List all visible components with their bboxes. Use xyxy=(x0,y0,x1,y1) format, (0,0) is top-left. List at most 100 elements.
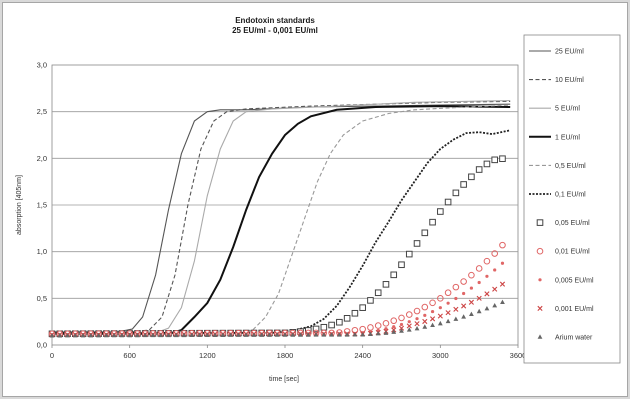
legend-swatch xyxy=(536,219,544,226)
legend-swatch xyxy=(537,305,543,311)
data-point xyxy=(181,332,187,338)
legend-label: 5 EU/ml xyxy=(555,106,580,113)
data-point xyxy=(405,250,413,258)
data-point xyxy=(406,327,412,332)
series-line xyxy=(52,105,511,335)
grid-lines xyxy=(52,111,518,299)
data-point xyxy=(430,322,435,328)
series-layer xyxy=(48,99,511,338)
data-point xyxy=(462,291,466,296)
data-point xyxy=(328,321,335,329)
data-point xyxy=(166,332,171,338)
y-tick-label: 3,0 xyxy=(37,61,47,70)
y-tick-label: 2,5 xyxy=(37,107,47,116)
data-point xyxy=(135,332,140,338)
data-point xyxy=(382,281,390,288)
data-point xyxy=(484,306,490,311)
data-point xyxy=(421,303,429,311)
series-line xyxy=(52,100,511,333)
data-point xyxy=(407,320,411,324)
data-point xyxy=(413,307,421,315)
legend-label: 0,5 EU/ml xyxy=(555,163,586,170)
data-point xyxy=(475,166,483,173)
data-point xyxy=(460,278,467,285)
data-point xyxy=(476,308,482,314)
data-point xyxy=(312,325,320,333)
series-line xyxy=(52,103,511,333)
data-point xyxy=(468,173,475,181)
y-tick-label: 1,5 xyxy=(37,201,47,210)
x-tick-label: 3000 xyxy=(432,351,449,360)
data-point xyxy=(491,250,499,257)
x-tick-label: 2400 xyxy=(354,351,371,360)
data-point xyxy=(414,325,420,331)
data-point xyxy=(423,313,427,317)
data-point xyxy=(119,332,125,338)
series-3 xyxy=(52,105,511,335)
data-point xyxy=(492,303,498,308)
data-point xyxy=(158,332,164,338)
data-point xyxy=(499,281,506,287)
data-point xyxy=(485,274,489,278)
data-point xyxy=(375,331,381,336)
data-point xyxy=(429,299,436,307)
data-point xyxy=(173,332,179,338)
legend: 25 EU/ml 10 EU/ml 5 EU/ml 1 EU/ml 0,5 EU/ml 0… xyxy=(529,49,594,342)
data-point xyxy=(500,299,505,305)
legend-box xyxy=(523,34,621,364)
y-axis-label: absorption [405nm] xyxy=(16,175,23,235)
legend-label: 0,01 EU/ml xyxy=(555,249,590,256)
data-point xyxy=(492,286,498,292)
data-point xyxy=(500,261,505,265)
data-point xyxy=(413,240,421,247)
data-point xyxy=(127,332,133,338)
data-point xyxy=(452,283,460,291)
data-point xyxy=(228,332,234,337)
data-point xyxy=(384,327,388,331)
legend-label: 10 EU/ml xyxy=(555,77,584,84)
data-point xyxy=(336,318,343,326)
data-point xyxy=(444,198,452,206)
data-point xyxy=(429,316,436,322)
data-point xyxy=(460,181,467,188)
data-point xyxy=(329,332,334,337)
data-point xyxy=(499,155,506,163)
legend-label: 1 EU/ml xyxy=(555,134,580,141)
data-point xyxy=(274,332,280,337)
data-point xyxy=(454,296,458,301)
data-point xyxy=(437,295,444,302)
chart-svg: Endotoxin standards 25 EU/ml - 0,001 EU/… xyxy=(16,16,621,383)
data-point xyxy=(343,315,351,322)
data-point xyxy=(290,332,296,337)
legend-swatch xyxy=(536,247,544,255)
axis-ticks: 0,0 0,5 1,0 1,5 2,0 2,5 3,0 0 600 1200 1800 2400 300… xyxy=(37,61,527,361)
data-point xyxy=(399,328,404,333)
data-point xyxy=(483,160,491,168)
x-tick-label: 600 xyxy=(123,351,136,360)
data-point xyxy=(336,332,342,337)
legend-swatch xyxy=(538,278,542,282)
data-point xyxy=(282,332,288,337)
data-point xyxy=(382,320,390,327)
x-tick-label: 1800 xyxy=(277,351,294,360)
data-point xyxy=(399,322,404,327)
data-point xyxy=(359,304,366,311)
data-point xyxy=(111,332,117,338)
data-point xyxy=(390,317,398,325)
data-point xyxy=(72,332,78,338)
data-point xyxy=(96,332,101,338)
data-point xyxy=(65,333,70,338)
data-point xyxy=(405,311,413,318)
data-point xyxy=(437,320,443,326)
data-point xyxy=(197,332,202,338)
series-2 xyxy=(52,99,511,334)
data-point xyxy=(469,286,473,290)
data-point xyxy=(49,333,55,338)
data-point xyxy=(267,332,272,337)
data-point xyxy=(57,333,63,338)
y-tick-label: 0,0 xyxy=(37,341,47,350)
series-line xyxy=(52,99,511,334)
legend-label: 0,005 EU/ml xyxy=(555,277,594,284)
data-point xyxy=(422,318,428,325)
data-point xyxy=(220,332,226,337)
